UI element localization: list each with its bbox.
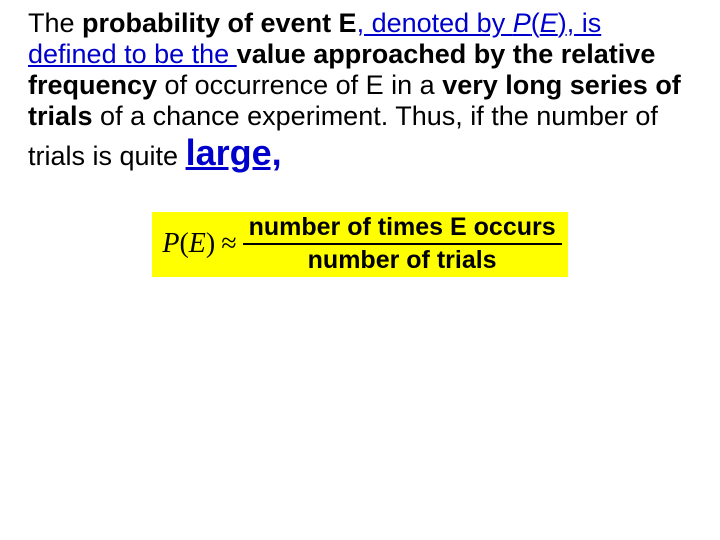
fraction-denominator: number of trials xyxy=(302,245,503,275)
text-large: large, xyxy=(186,132,282,173)
formula-P: P xyxy=(162,229,179,260)
pe-E: E xyxy=(540,8,558,38)
formula-container: P(E ) ≈ number of times E occurs number … xyxy=(28,212,692,277)
text-bold-probability: probability of event E xyxy=(82,8,357,38)
text-plain-3: of a chance experiment. Thus, if the num… xyxy=(28,101,658,171)
text-plain-2: of occurrence of E in a xyxy=(157,70,442,100)
pe-P: P xyxy=(513,8,531,38)
approx-symbol: ≈ xyxy=(215,229,242,260)
text-plain: The xyxy=(28,8,82,38)
formula-E: E xyxy=(189,229,206,260)
formula-box: P(E ) ≈ number of times E occurs number … xyxy=(152,212,567,277)
fraction: number of times E occurs number of trial… xyxy=(243,214,562,275)
definition-paragraph: The probability of event E, denoted by P… xyxy=(28,8,692,174)
fraction-numerator: number of times E occurs xyxy=(243,214,562,246)
formula-close: ) xyxy=(206,229,215,260)
pe-close: ) xyxy=(558,8,567,38)
pe-open: ( xyxy=(531,8,540,38)
formula-open: ( xyxy=(179,229,188,260)
comma-1: , denoted by xyxy=(357,8,513,38)
